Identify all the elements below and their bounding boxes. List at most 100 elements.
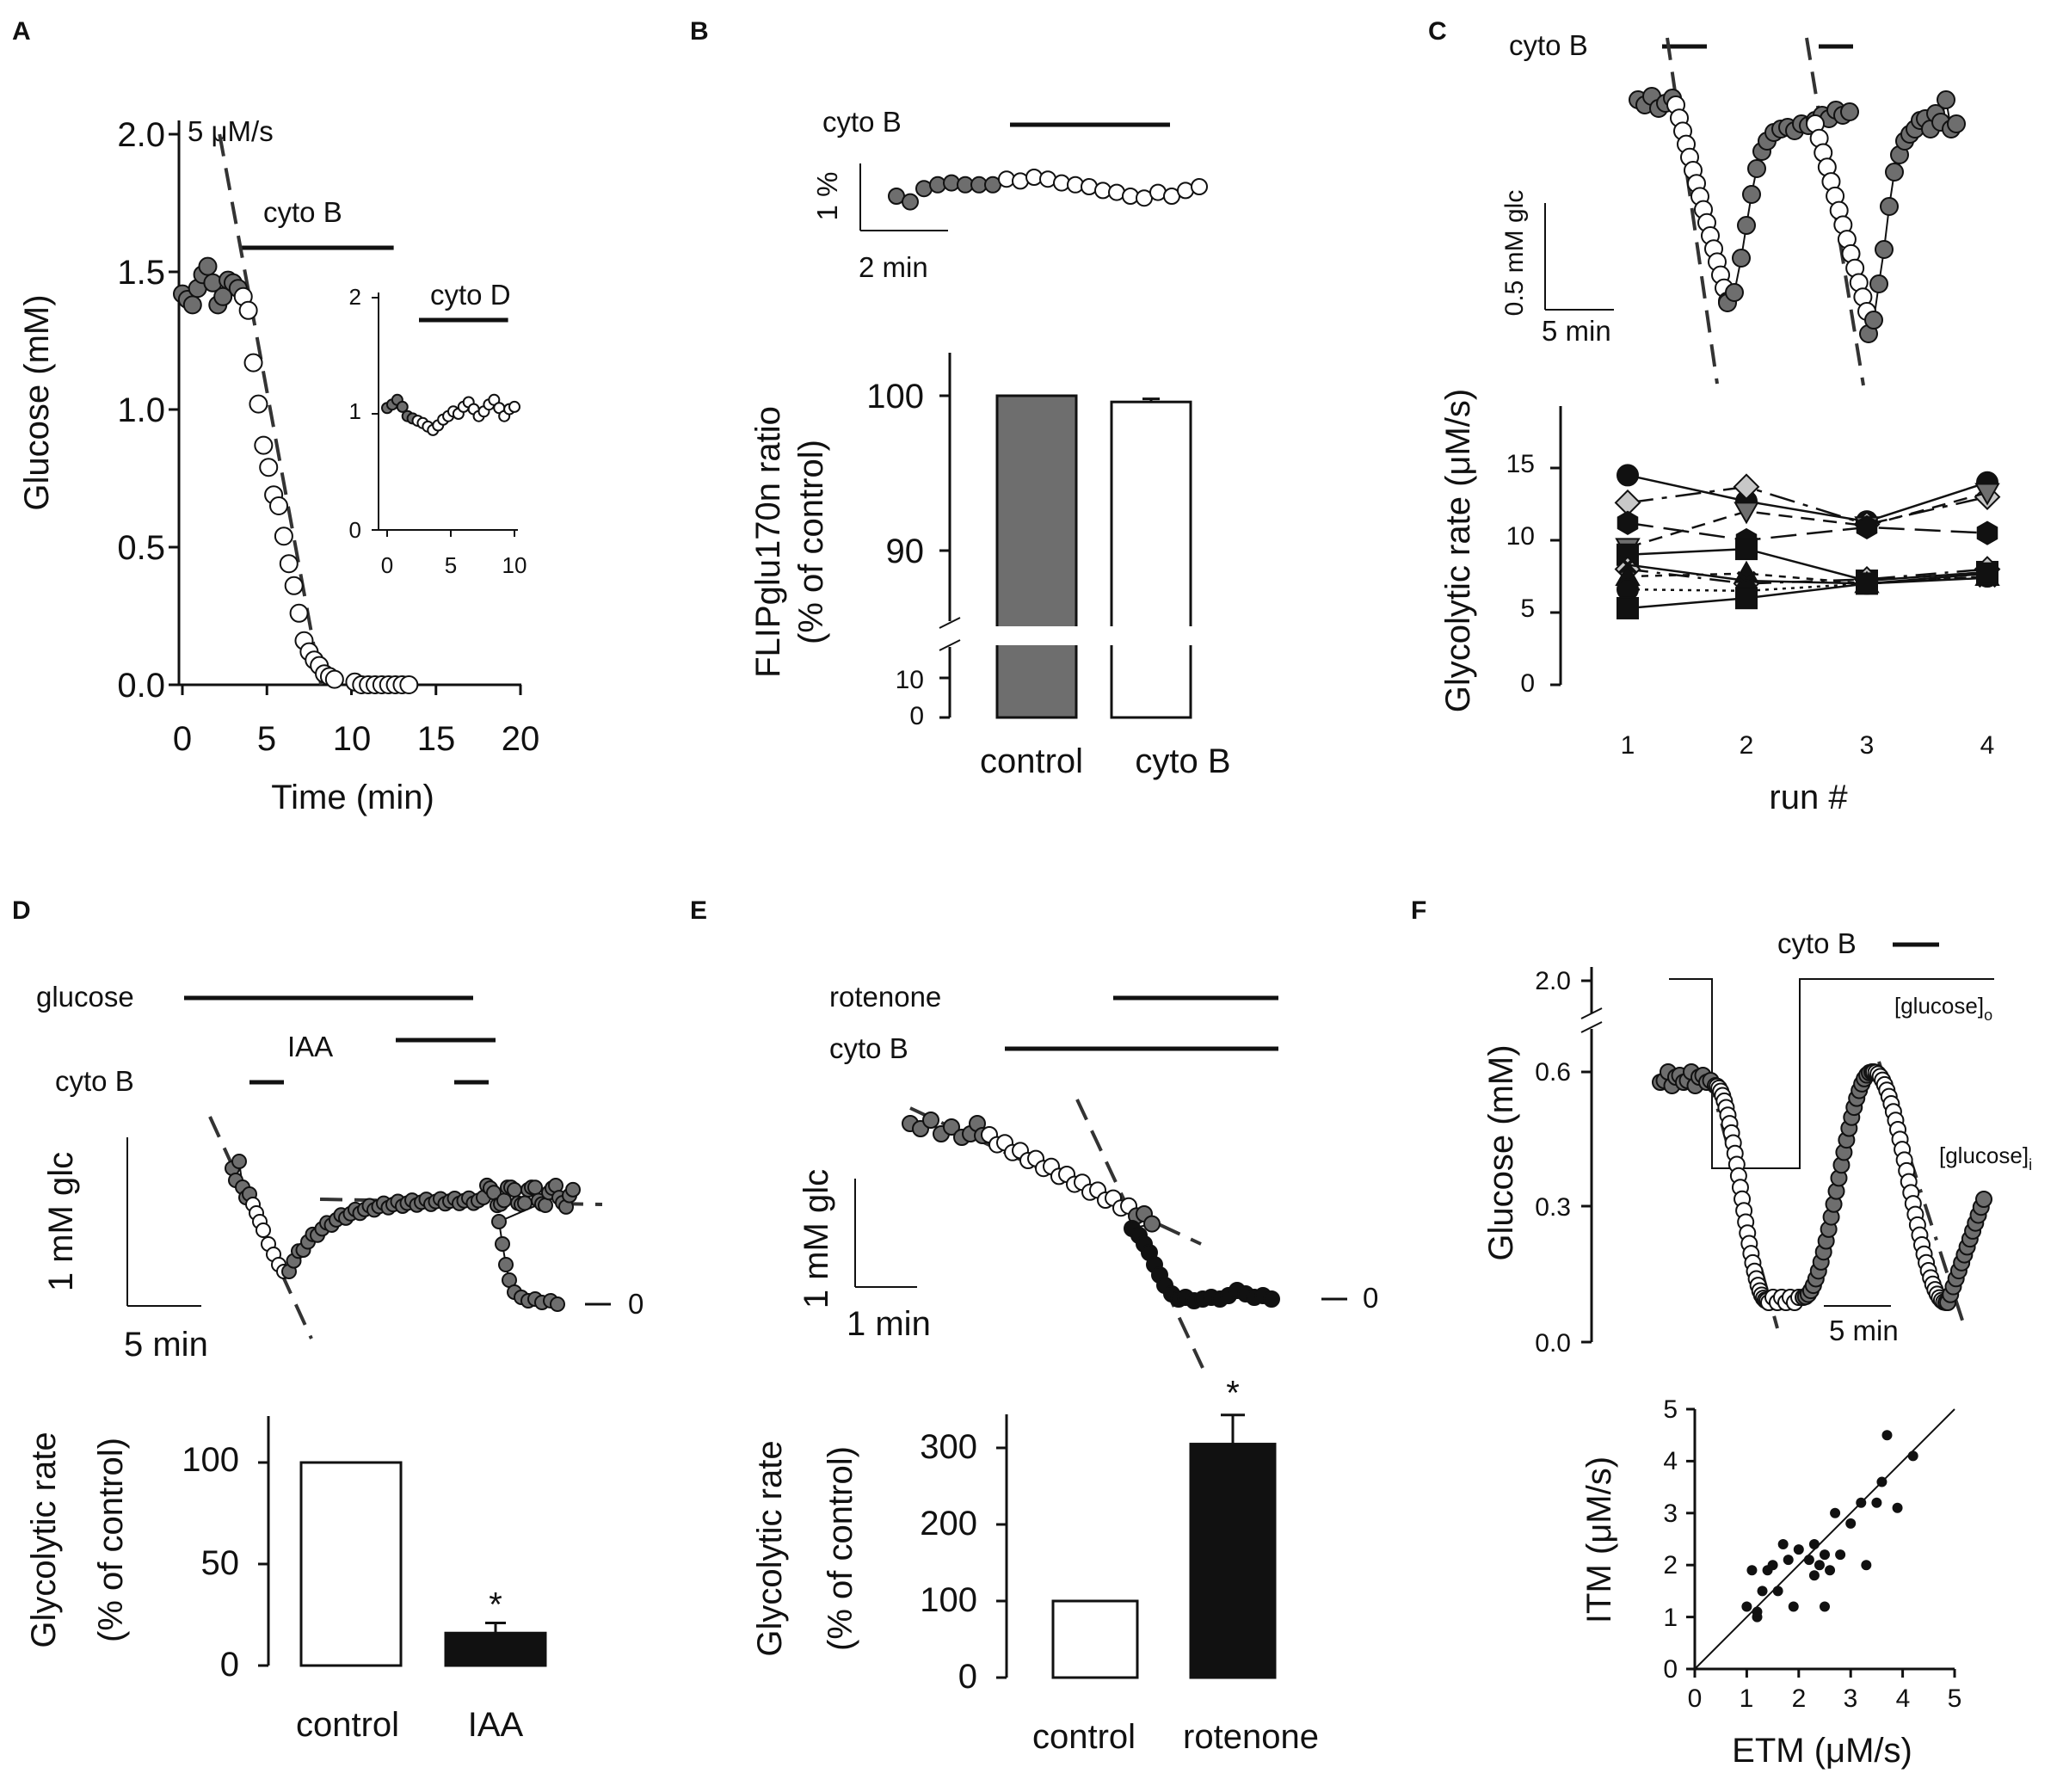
c-marker-hexagon [1617, 510, 1639, 535]
f-scatter-xtick-label: 3 [1844, 1684, 1858, 1713]
e-rotenone-label: rotenone [829, 981, 941, 1013]
a-ytick-label: 1.0 [117, 391, 165, 429]
c-xtick-label: 1 [1621, 731, 1635, 760]
e-bars: * [1051, 1375, 1277, 1679]
f-scatter-ytick-label: 0 [1663, 1655, 1678, 1684]
b-y-ticks [939, 394, 950, 719]
d-trace-point [496, 1192, 512, 1209]
e-ytick-label: 100 [920, 1581, 977, 1619]
f-scatter-point [1845, 1518, 1857, 1529]
a-xtick-label: 10 [333, 720, 372, 758]
c-marker-hexagon [1856, 514, 1878, 540]
b-bar-control [995, 394, 1078, 719]
f-scatter-point [1757, 1586, 1768, 1597]
c-marker-diamond [1733, 473, 1760, 501]
c-marker-triangle-down [1974, 483, 2000, 506]
f-ytick-label: 0.3 [1535, 1193, 1571, 1222]
panel-letter-b: B [690, 17, 709, 46]
c-scale-x-label: 5 min [1542, 315, 1611, 347]
a-ticks [169, 132, 522, 695]
f-glucose-o-label: [glucose]o [1894, 993, 1992, 1024]
panel-b: B cyto B 1 % 2 min 100 90 10 0 FLIPglu17… [690, 17, 1231, 780]
c-ytick-label: 15 [1506, 450, 1535, 478]
f-scatter-point [1772, 1586, 1783, 1597]
c-marker-square [1617, 596, 1639, 619]
f-glucose-i-sub: i [2029, 1156, 2032, 1173]
a-inset-data-point [508, 400, 520, 413]
f-glucose-o-text: [glucose] [1894, 993, 1984, 1019]
d-y-axis-label-line1: Glycolytic rate [25, 1432, 63, 1647]
f-scatter-point [1793, 1544, 1804, 1555]
e-bar-rotenone [1189, 1443, 1277, 1679]
f-trace-point [1975, 1191, 1992, 1208]
d-trace-point [550, 1296, 565, 1312]
d-bar-IAA [444, 1631, 547, 1667]
f-scatter-point [1752, 1606, 1763, 1617]
f-y-ticks [1581, 979, 1592, 1344]
f-scatter-point [1835, 1549, 1846, 1561]
b-axis-break-gap [989, 626, 1196, 645]
a-ytick-label: 0.5 [117, 529, 165, 567]
c-trace-point [1885, 163, 1904, 182]
f-scatter-point [1892, 1502, 1903, 1513]
e-trace-point [1263, 1290, 1280, 1308]
d-trace-point [538, 1198, 553, 1214]
c-trace-point [1875, 240, 1894, 259]
f-scatter-ticks [1686, 1407, 1956, 1678]
d-trace-line [231, 1161, 576, 1305]
c-xtick-label: 3 [1860, 731, 1875, 760]
panel-letter-c: C [1428, 17, 1447, 46]
e-trace-point [922, 1112, 939, 1129]
e-scale-y-label: 1 mM glc [797, 1169, 835, 1309]
f-scatter-point [1783, 1555, 1794, 1566]
a-xtick-label: 5 [257, 720, 276, 758]
b-scale-x-label: 2 min [859, 251, 928, 283]
f-glucose-i-text: [glucose] [1939, 1142, 2029, 1168]
a-ytick-label: 1.5 [117, 254, 165, 292]
d-trace [225, 1154, 581, 1312]
f-scatter-point [1803, 1555, 1814, 1566]
e-zero-label: 0 [1363, 1282, 1378, 1314]
f-external-glucose-line [1669, 978, 1994, 1169]
a-tick-labels: 0 5 10 15 20 0.0 0.5 1.0 1.5 2.0 [117, 116, 539, 758]
c-ytick-label: 10 [1506, 522, 1535, 551]
f-trace-label: cyto B [1777, 927, 1857, 959]
f-scatter-point [1856, 1497, 1867, 1508]
c-marker-square [1735, 587, 1758, 610]
e-bar-control [1051, 1599, 1139, 1679]
a-xtick-label: 0 [173, 720, 192, 758]
f-scatter-point [1777, 1539, 1789, 1550]
c-y-ticks [1550, 466, 1561, 687]
f-scatter-point [1746, 1565, 1758, 1576]
f-ytick-label: 2.0 [1535, 967, 1571, 995]
a-inset: 2 1 0 0 5 10 cyto D [349, 279, 527, 578]
f-scatter-point [1814, 1560, 1825, 1571]
c-marker-x [1617, 555, 1638, 575]
f-y-axis-label: Glucose (mM) [1482, 1044, 1520, 1260]
c-series-line [1627, 563, 1988, 585]
a-xtick-label: 15 [417, 720, 456, 758]
e-y-ticks [996, 1446, 1007, 1679]
c-series-line [1627, 572, 1988, 610]
c-series-line [1627, 521, 1988, 542]
c-marker-square [1856, 572, 1878, 595]
c-fit-line [1666, 37, 1719, 385]
a-data-point [399, 675, 419, 694]
a-ytick-label: 2.0 [117, 116, 165, 154]
f-scatter-xtick-label: 0 [1688, 1684, 1703, 1713]
f-ytick-label: 0.0 [1535, 1329, 1571, 1358]
b-ytick-label: 10 [896, 666, 924, 694]
c-marker-circle [1617, 464, 1639, 487]
c-series-line [1627, 474, 1988, 523]
c-trace-point [1947, 114, 1966, 133]
panel-letter-e: E [690, 896, 707, 925]
a-data-point [254, 435, 274, 455]
f-scatter-points [1741, 1430, 1918, 1623]
e-y-axis-label-line1: Glycolytic rate [751, 1440, 789, 1656]
d-y-ticks [258, 1461, 268, 1667]
e-category-label: rotenone [1183, 1718, 1319, 1756]
f-scatter-point [1788, 1601, 1799, 1612]
b-trace [888, 169, 1208, 211]
f-scatter-xtick-label: 1 [1740, 1684, 1754, 1713]
a-data-point [274, 527, 293, 546]
